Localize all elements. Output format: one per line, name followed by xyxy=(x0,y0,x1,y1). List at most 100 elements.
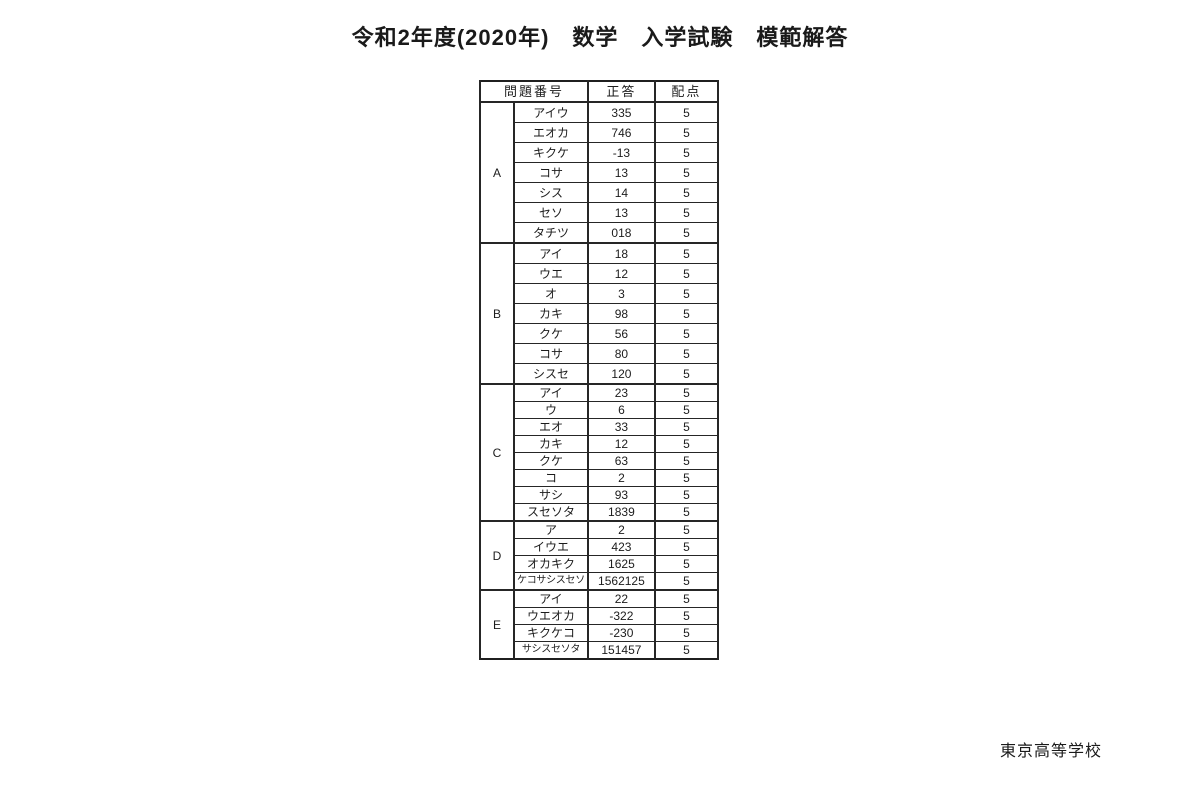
points-cell: 5 xyxy=(653,343,719,364)
points-cell: 5 xyxy=(653,263,719,284)
page-title: 令和2年度(2020年) 数学 入学試験 模範解答 xyxy=(351,25,849,50)
kana-cell: キクケコ xyxy=(513,624,589,642)
answer-cell: 12 xyxy=(586,263,656,284)
table-row: キクケコ -230 5 xyxy=(480,624,719,642)
answer-cell: 93 xyxy=(586,486,656,504)
table-row: シスセ 120 5 xyxy=(480,363,719,385)
points-cell: 5 xyxy=(653,589,719,608)
answer-cell: 1625 xyxy=(586,555,656,573)
answer-cell: 120 xyxy=(586,363,656,385)
points-cell: 5 xyxy=(653,122,719,143)
points-cell: 5 xyxy=(653,469,719,487)
answer-cell: 6 xyxy=(586,401,656,419)
table-row: クケ 56 5 xyxy=(480,323,719,344)
table-row: オカキク 1625 5 xyxy=(480,555,719,573)
kana-cell: アイウ xyxy=(513,101,589,123)
table-row: キクケ -13 5 xyxy=(480,142,719,163)
table-row: カキ 98 5 xyxy=(480,303,719,324)
header-question-number: 問題番号 xyxy=(479,80,589,103)
table-row: イウエ 423 5 xyxy=(480,538,719,556)
points-cell: 5 xyxy=(653,572,719,591)
answer-cell: 56 xyxy=(586,323,656,344)
table-row: サシ 93 5 xyxy=(480,486,719,504)
points-cell: 5 xyxy=(653,520,719,539)
points-cell: 5 xyxy=(653,283,719,304)
answer-cell: 423 xyxy=(586,538,656,556)
table-row: タチツ 018 5 xyxy=(480,222,719,244)
table-row: E アイ 22 5 xyxy=(479,589,719,660)
answer-cell: 18 xyxy=(586,242,656,264)
answer-cell: 151457 xyxy=(586,641,656,660)
answer-cell: 33 xyxy=(586,418,656,436)
points-cell: 5 xyxy=(653,142,719,163)
table-header-row: 問題番号 正答 配点 xyxy=(479,80,719,103)
kana-cell: コサ xyxy=(513,162,589,183)
answer-cell: 22 xyxy=(586,589,656,608)
school-name: 東京高等学校 xyxy=(1000,743,1103,760)
answer-cell: 63 xyxy=(586,452,656,470)
points-cell: 5 xyxy=(653,641,719,660)
kana-cell: ウエ xyxy=(513,263,589,284)
table-row: クケ 63 5 xyxy=(480,452,719,470)
table-row: ウエオカ -322 5 xyxy=(480,607,719,625)
points-cell: 5 xyxy=(653,452,719,470)
points-cell: 5 xyxy=(653,222,719,244)
points-cell: 5 xyxy=(653,401,719,419)
table-row: A アイウ 335 5 xyxy=(479,101,719,244)
kana-cell: エオカ xyxy=(513,122,589,143)
answer-cell: 3 xyxy=(586,283,656,304)
kana-cell: スセソタ xyxy=(513,503,589,522)
answer-cell: -13 xyxy=(586,142,656,163)
kana-cell: クケ xyxy=(513,323,589,344)
kana-cell: セソ xyxy=(513,202,589,223)
kana-cell: ケコサシスセソ xyxy=(513,572,589,591)
kana-cell: コサ xyxy=(513,343,589,364)
table-row: サシスセソタ 151457 5 xyxy=(480,641,719,660)
points-cell: 5 xyxy=(653,182,719,203)
kana-cell: イウエ xyxy=(513,538,589,556)
kana-cell: アイ xyxy=(513,383,589,402)
kana-cell: サシ xyxy=(513,486,589,504)
header-correct-answer: 正答 xyxy=(586,80,656,103)
answer-table: 問題番号 正答 配点 A アイウ 335 5 エオカ 746 5 キクケ -13 5 コサ 13 5 シス… xyxy=(479,80,719,660)
section-label: E xyxy=(479,589,515,660)
answer-cell: 018 xyxy=(586,222,656,244)
answer-cell: -322 xyxy=(586,607,656,625)
points-cell: 5 xyxy=(653,418,719,436)
answer-cell: 2 xyxy=(586,520,656,539)
kana-cell: ウ xyxy=(513,401,589,419)
points-cell: 5 xyxy=(653,162,719,183)
points-cell: 5 xyxy=(653,538,719,556)
table-row: ケコサシスセソ 1562125 5 xyxy=(480,572,719,591)
kana-cell: アイ xyxy=(513,242,589,264)
table-row: スセソタ 1839 5 xyxy=(480,503,719,522)
kana-cell: クケ xyxy=(513,452,589,470)
points-cell: 5 xyxy=(653,323,719,344)
answer-cell: 98 xyxy=(586,303,656,324)
answer-cell: 746 xyxy=(586,122,656,143)
kana-cell: サシスセソタ xyxy=(513,641,589,660)
points-cell: 5 xyxy=(653,624,719,642)
section-label: C xyxy=(479,383,515,522)
answer-cell: 12 xyxy=(586,435,656,453)
answer-cell: 13 xyxy=(586,162,656,183)
kana-cell: コ xyxy=(513,469,589,487)
kana-cell: キクケ xyxy=(513,142,589,163)
answer-cell: 23 xyxy=(586,383,656,402)
section-label: A xyxy=(479,101,515,244)
header-points: 配点 xyxy=(653,80,719,103)
points-cell: 5 xyxy=(653,303,719,324)
kana-cell: シスセ xyxy=(513,363,589,385)
answer-cell: -230 xyxy=(586,624,656,642)
answer-table-body: A アイウ 335 5 エオカ 746 5 キクケ -13 5 コサ 13 5 シス 14 5 セソ 13 5 タチツ… xyxy=(479,101,719,660)
table-row: C アイ 23 5 xyxy=(479,383,719,522)
section-label: B xyxy=(479,242,515,385)
kana-cell: カキ xyxy=(513,435,589,453)
table-row: セソ 13 5 xyxy=(480,202,719,223)
kana-cell: ウエオカ xyxy=(513,607,589,625)
kana-cell: オ xyxy=(513,283,589,304)
